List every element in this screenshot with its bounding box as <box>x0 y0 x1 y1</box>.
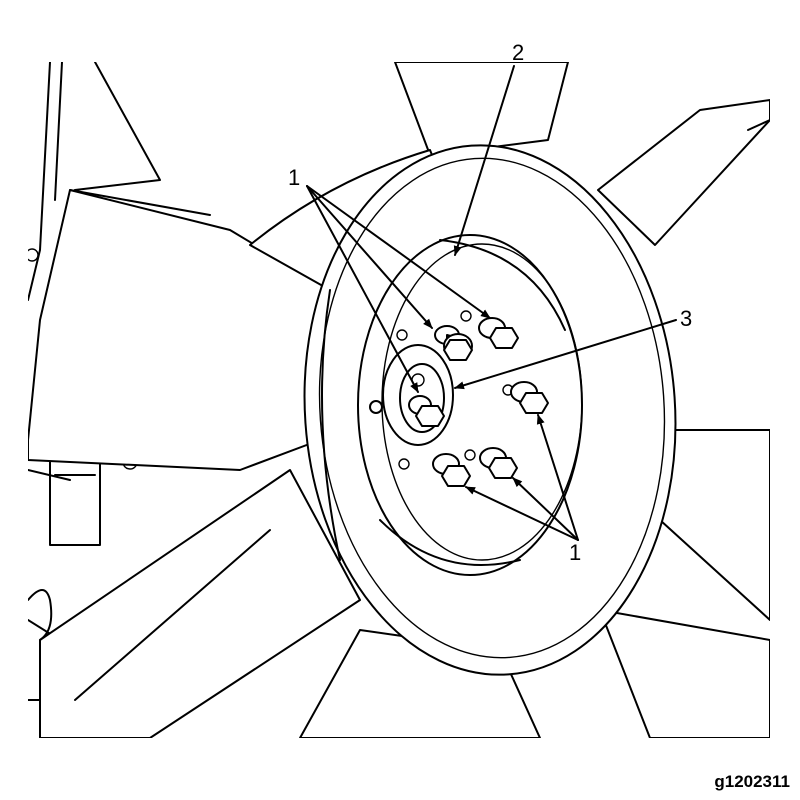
callout-label-1-top: 1 <box>288 165 300 190</box>
callout-label-3: 3 <box>680 306 692 331</box>
bolt-2 <box>460 310 519 349</box>
bolt-1 <box>396 325 473 361</box>
callout-label-1-bottom: 1 <box>569 540 581 565</box>
figure-id: g1202311 <box>714 772 790 791</box>
callout-2: 2 <box>453 40 524 256</box>
callout-1-bottom: 1 <box>465 414 581 565</box>
callout-1-top: 1 <box>288 165 491 393</box>
fan-blades <box>28 62 770 738</box>
mounting-bolts <box>396 310 549 487</box>
callout-3: 3 <box>454 306 692 390</box>
callout-label-2: 2 <box>512 40 524 65</box>
bolt-4 <box>464 447 518 479</box>
bolt-6 <box>408 395 445 427</box>
bolt-3 <box>502 381 549 414</box>
bolt-5 <box>398 453 471 487</box>
